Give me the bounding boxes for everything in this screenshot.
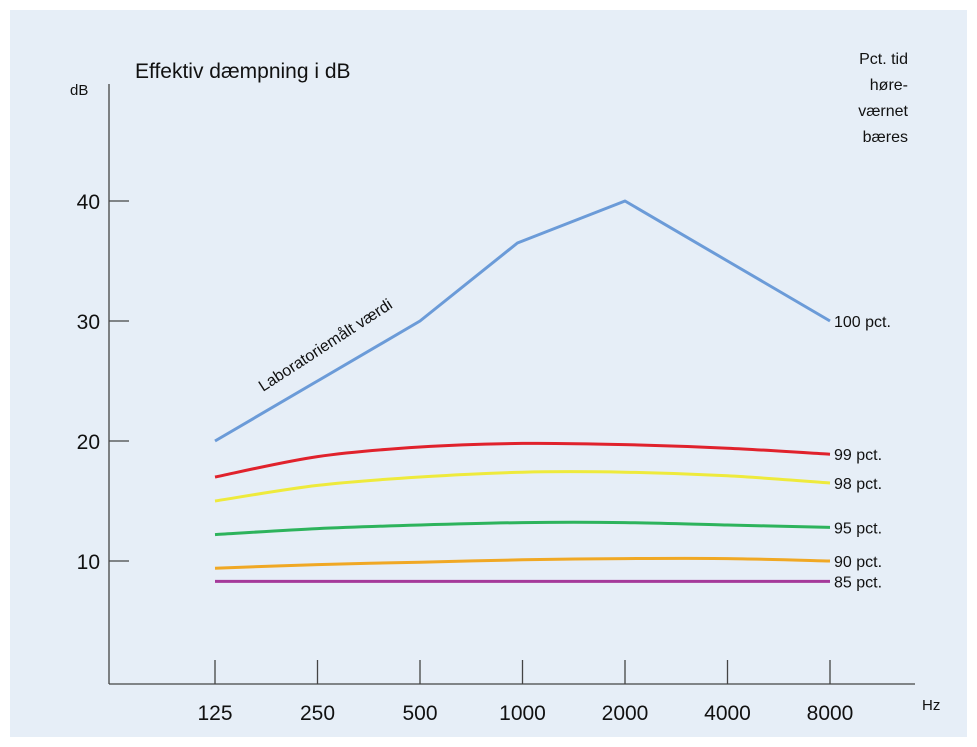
y-tick-label: 40 (77, 191, 100, 214)
series-end-label: 90 pct. (834, 554, 882, 571)
series-lines (214, 199, 831, 583)
legend-title: Pct. tid høre- værnet bæres (858, 51, 908, 146)
annotation-laboratoriemaalt: Laboratoriemålt værdi (255, 295, 395, 395)
series-line (214, 556, 831, 570)
series-line (214, 199, 831, 443)
y-ticks: 10 20 30 40 (77, 191, 129, 574)
chart-canvas: Effektiv dæmpning i dB dB Hz Pct. tid hø… (70, 51, 940, 725)
series-end-label: 85 pct. (834, 574, 882, 591)
x-ticks: 125 250 500 1000 2000 4000 8000 (197, 660, 853, 725)
chart-panel: Effektiv dæmpning i dB dB Hz Pct. tid hø… (10, 10, 967, 737)
y-axis-label: dB (70, 82, 88, 99)
series-labels: 100 pct. 99 pct. 98 pct. 95 pct. 90 pct. 85 p… (834, 314, 891, 591)
chart-title: Effektiv dæmpning i dB (135, 60, 351, 83)
legend-title-line: værnet (858, 103, 908, 120)
series-line (214, 520, 831, 537)
series-end-label: 99 pct. (834, 447, 882, 464)
x-tick-label: 2000 (602, 702, 649, 725)
x-tick-label: 4000 (704, 702, 751, 725)
y-tick-label: 30 (77, 311, 100, 334)
x-tick-label: 250 (300, 702, 335, 725)
x-tick-label: 125 (197, 702, 232, 725)
y-tick-label: 20 (77, 431, 100, 454)
series-end-label: 100 pct. (834, 314, 891, 331)
x-tick-label: 1000 (499, 702, 546, 725)
x-tick-label: 500 (402, 702, 437, 725)
y-tick-label: 10 (77, 551, 100, 574)
legend-title-line: bæres (863, 129, 908, 146)
series-end-label: 98 pct. (834, 476, 882, 493)
legend-title-line: høre- (870, 77, 908, 94)
series-line (214, 441, 831, 479)
legend-title-line: Pct. tid (859, 51, 908, 68)
series-line (214, 470, 831, 503)
x-axis-label: Hz (922, 697, 940, 714)
x-tick-label: 8000 (807, 702, 854, 725)
series-end-label: 95 pct. (834, 520, 882, 537)
